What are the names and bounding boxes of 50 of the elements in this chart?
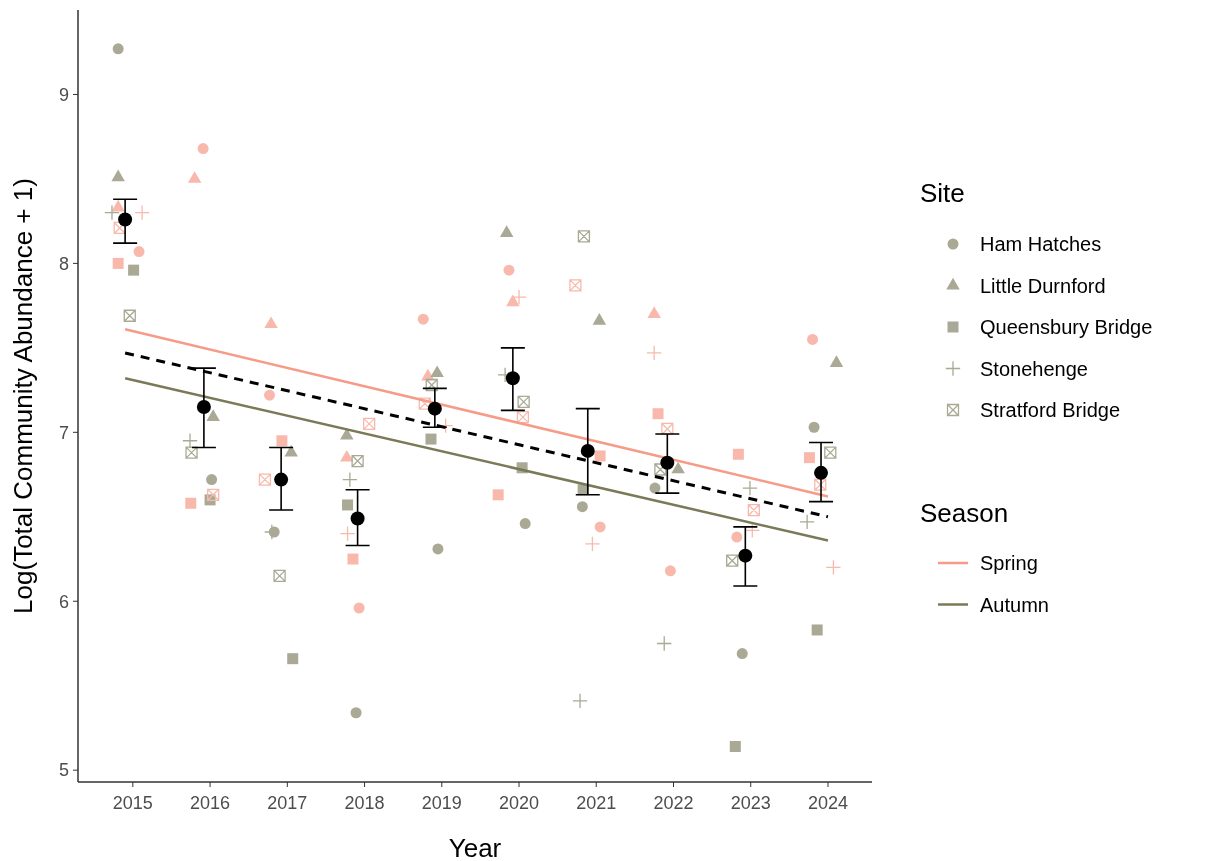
point bbox=[580, 443, 595, 458]
y-tick-label: 5 bbox=[58, 760, 69, 781]
y-axis-title: Log(Total Community Abundance + 1) bbox=[8, 178, 38, 614]
point bbox=[206, 409, 220, 422]
point bbox=[342, 471, 358, 488]
point bbox=[742, 480, 758, 496]
y-tick-label: 8 bbox=[58, 253, 69, 274]
legend-label: Queensbury Bridge bbox=[980, 316, 1153, 338]
legend-label: Stratford Bridge bbox=[980, 399, 1121, 421]
point bbox=[799, 514, 815, 530]
point bbox=[829, 355, 844, 367]
point bbox=[104, 204, 120, 221]
point bbox=[499, 225, 514, 237]
text: Season bbox=[920, 498, 1009, 528]
point bbox=[430, 365, 444, 378]
legend-label: Ham Hatches bbox=[980, 233, 1102, 255]
legend-label: Little Durnford bbox=[980, 274, 1106, 297]
point bbox=[505, 371, 520, 386]
point bbox=[660, 455, 675, 470]
point bbox=[118, 212, 133, 227]
legend-title: Site bbox=[920, 178, 965, 208]
x-axis-title: Year bbox=[448, 833, 502, 861]
x-tick-label: 2022 bbox=[653, 793, 694, 813]
legend-label: Stonehenge bbox=[980, 357, 1088, 380]
point bbox=[111, 169, 125, 182]
point bbox=[656, 635, 673, 652]
x-tick-label: 2021 bbox=[576, 793, 617, 813]
point bbox=[592, 313, 607, 325]
point bbox=[274, 472, 289, 487]
y-tick-label: 9 bbox=[58, 84, 69, 105]
x-tick-label: 2019 bbox=[421, 793, 462, 813]
legend-label: Autumn bbox=[980, 593, 1049, 616]
x-tick-label: 2016 bbox=[190, 793, 231, 813]
y-tick-label: 6 bbox=[58, 591, 69, 612]
point bbox=[427, 401, 442, 416]
point bbox=[572, 693, 588, 709]
x-tick-label: 2020 bbox=[499, 793, 540, 813]
x-tick-label: 2024 bbox=[807, 793, 848, 813]
point bbox=[814, 465, 829, 480]
x-tick-label: 2017 bbox=[267, 793, 308, 813]
x-tick-label: 2018 bbox=[344, 793, 385, 813]
legend-label: Spring bbox=[980, 552, 1038, 574]
point bbox=[671, 461, 685, 474]
y-tick-label: 7 bbox=[58, 422, 69, 443]
point bbox=[738, 548, 753, 563]
point bbox=[196, 399, 211, 414]
x-tick-label: 2015 bbox=[112, 793, 153, 813]
x-tick-label: 2023 bbox=[730, 793, 771, 813]
point bbox=[182, 432, 198, 449]
point bbox=[350, 511, 365, 526]
